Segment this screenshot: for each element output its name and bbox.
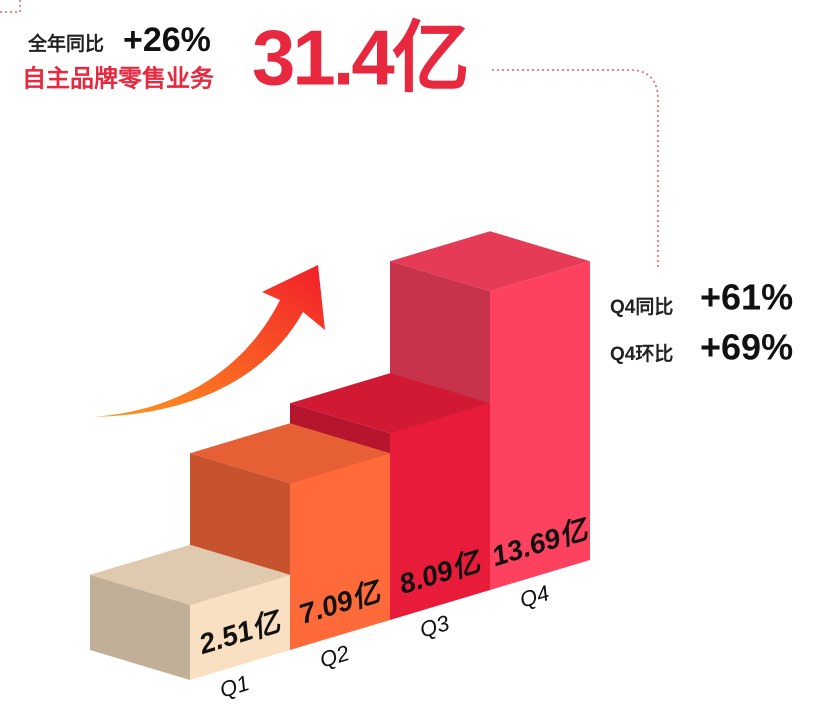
annotation: +61% (700, 277, 793, 318)
bar-side (90, 574, 190, 680)
annotation: Q4同比 (610, 296, 673, 318)
dotted-line (492, 69, 659, 270)
category-label: Q2 (317, 640, 352, 672)
category-label: Q3 (417, 610, 453, 643)
dotted-line (0, 0, 21, 13)
growth-arrow (92, 265, 325, 417)
category-label: Q1 (217, 670, 252, 702)
annotation: 全年同比 (27, 32, 104, 55)
bar (490, 261, 590, 590)
bar (290, 453, 390, 650)
annotation: Q4环比 (610, 343, 673, 365)
annotation: +26% (123, 21, 211, 59)
annotation: 31.4亿 (252, 14, 467, 102)
annotation: 自主品牌零售业务 (22, 64, 215, 92)
annotation: +69% (700, 327, 793, 368)
bar (390, 403, 490, 620)
category-label: Q4 (517, 580, 552, 612)
bar (190, 574, 290, 680)
